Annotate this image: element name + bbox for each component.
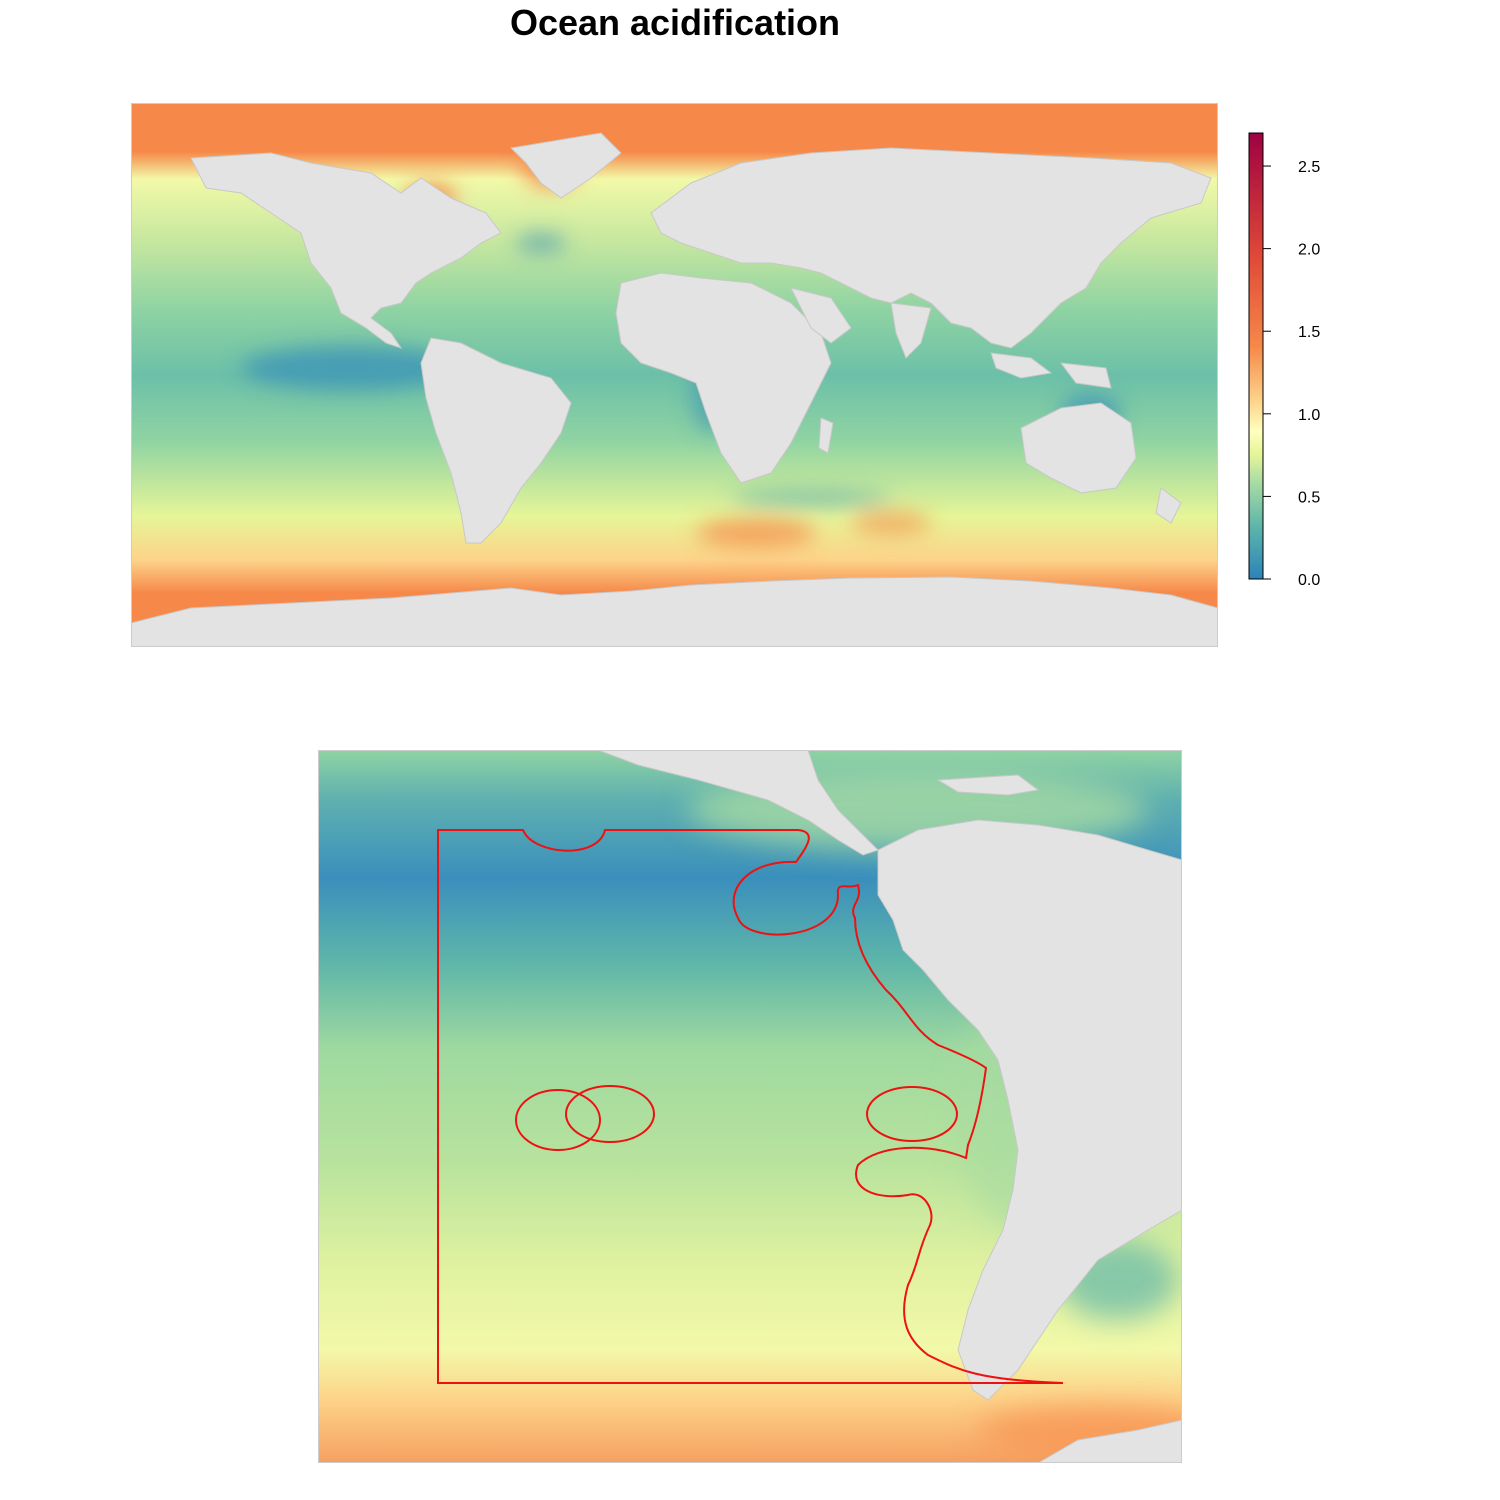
region-outline — [437, 829, 1064, 1384]
island-buffer-left — [515, 1089, 601, 1151]
legend-tick-label: 1.5 — [1298, 324, 1320, 341]
color-legend: 0.0 0.5 1.0 1.5 2.0 2.5 — [1248, 132, 1320, 589]
legend-tick-label: 0.0 — [1298, 572, 1320, 589]
land — [131, 132, 1218, 647]
global-map — [131, 103, 1218, 647]
island-buffer-right — [866, 1086, 958, 1142]
legend-tick-label: 1.0 — [1298, 407, 1320, 424]
land — [597, 750, 1182, 1463]
island-buffer-left-2 — [565, 1085, 655, 1143]
legend-tick-label: 2.5 — [1298, 159, 1320, 176]
legend-bar — [1248, 132, 1264, 580]
map-title: Ocean acidification — [509, 2, 841, 43]
legend-tick-label: 0.5 — [1298, 489, 1320, 506]
legend-tick-label: 2.0 — [1298, 242, 1320, 259]
regional-map — [318, 750, 1182, 1463]
